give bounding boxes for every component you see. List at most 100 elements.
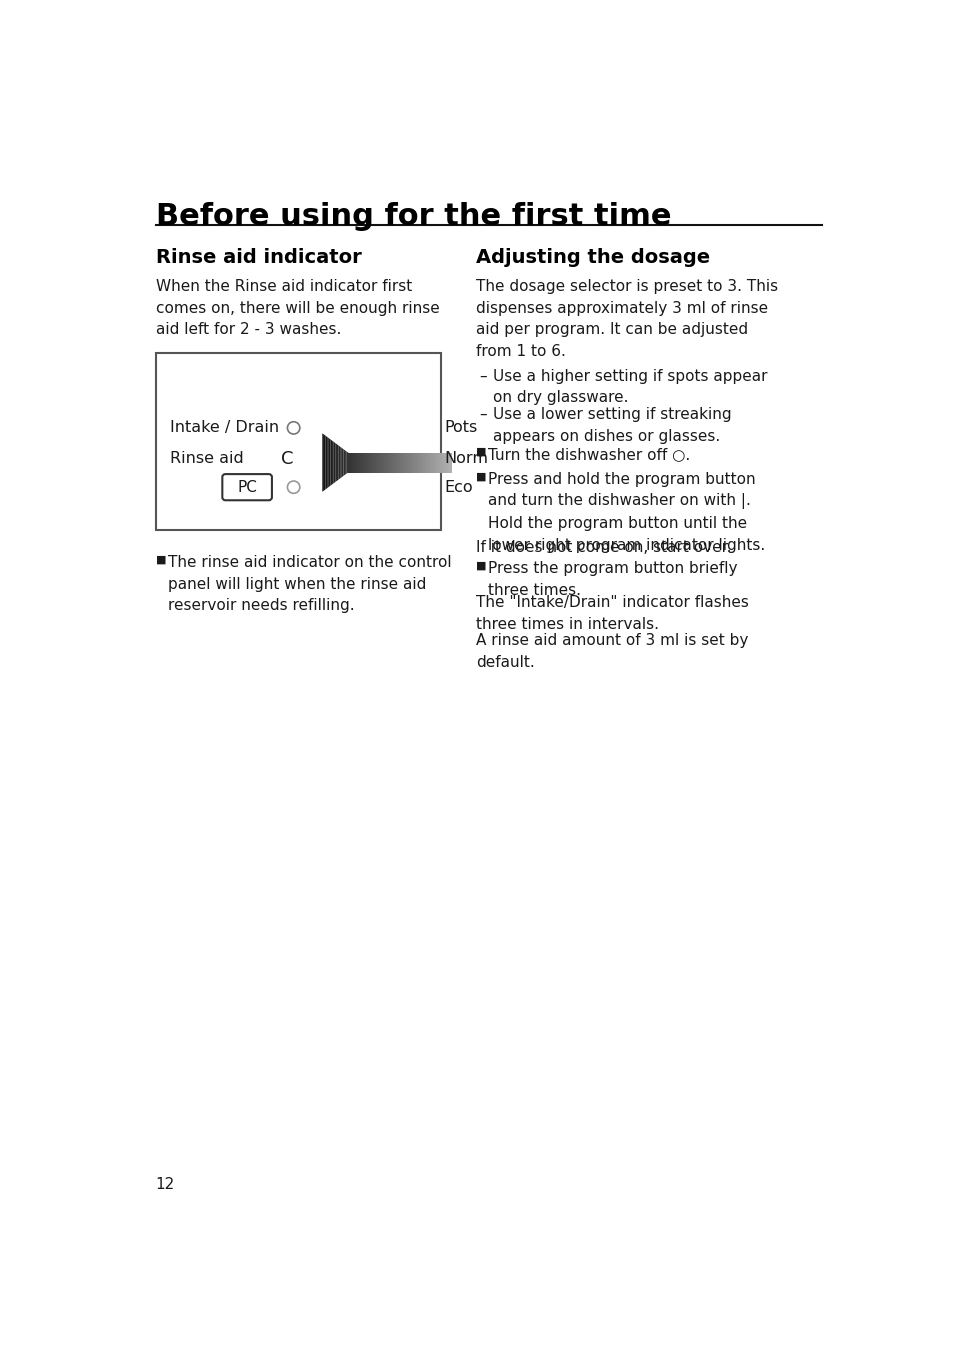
- Polygon shape: [368, 453, 369, 473]
- Polygon shape: [440, 453, 442, 473]
- Polygon shape: [356, 453, 357, 473]
- Polygon shape: [436, 453, 437, 473]
- Text: PC: PC: [237, 480, 256, 495]
- Polygon shape: [419, 453, 421, 473]
- Polygon shape: [348, 453, 350, 473]
- Text: Rinse aid indicator: Rinse aid indicator: [155, 249, 361, 268]
- Text: Rinse aid: Rinse aid: [170, 452, 243, 466]
- Polygon shape: [355, 453, 356, 473]
- Polygon shape: [451, 453, 452, 473]
- Polygon shape: [364, 453, 366, 473]
- Text: Turn the dishwasher off ○.: Turn the dishwasher off ○.: [488, 448, 690, 462]
- Polygon shape: [350, 453, 352, 473]
- Text: A rinse aid amount of 3 ml is set by
default.: A rinse aid amount of 3 ml is set by def…: [476, 634, 747, 671]
- Text: When the Rinse aid indicator first
comes on, there will be enough rinse
aid left: When the Rinse aid indicator first comes…: [155, 280, 439, 338]
- FancyBboxPatch shape: [222, 475, 272, 500]
- Polygon shape: [341, 448, 343, 477]
- Polygon shape: [359, 453, 361, 473]
- Text: ■: ■: [476, 561, 486, 571]
- Text: Adjusting the dosage: Adjusting the dosage: [476, 249, 709, 268]
- Polygon shape: [447, 453, 449, 473]
- Polygon shape: [389, 453, 390, 473]
- Text: Intake / Drain: Intake / Drain: [170, 420, 278, 435]
- Polygon shape: [423, 453, 424, 473]
- Polygon shape: [374, 453, 375, 473]
- Polygon shape: [343, 449, 345, 476]
- Polygon shape: [433, 453, 435, 473]
- Polygon shape: [401, 453, 403, 473]
- Polygon shape: [322, 433, 324, 492]
- Polygon shape: [353, 453, 355, 473]
- Text: The dosage selector is preset to 3. This
dispenses approximately 3 ml of rinse
a: The dosage selector is preset to 3. This…: [476, 280, 777, 360]
- Text: ■: ■: [155, 554, 166, 565]
- Text: Use a lower setting if streaking
appears on dishes or glasses.: Use a lower setting if streaking appears…: [493, 407, 731, 443]
- Polygon shape: [435, 453, 436, 473]
- Polygon shape: [442, 453, 444, 473]
- Polygon shape: [332, 441, 334, 484]
- Text: Pots: Pots: [444, 420, 477, 435]
- Polygon shape: [439, 453, 440, 473]
- Bar: [155, 353, 440, 530]
- Text: The rinse aid indicator on the control
panel will light when the rinse aid
reser: The rinse aid indicator on the control p…: [168, 554, 451, 614]
- Text: The "Intake/Drain" indicator flashes
three times in intervals.: The "Intake/Drain" indicator flashes thr…: [476, 595, 748, 631]
- Polygon shape: [421, 453, 423, 473]
- Polygon shape: [410, 453, 412, 473]
- Polygon shape: [345, 450, 346, 475]
- Polygon shape: [416, 453, 417, 473]
- Polygon shape: [336, 445, 338, 481]
- Text: ■: ■: [476, 448, 486, 457]
- Text: Eco: Eco: [444, 480, 473, 495]
- Polygon shape: [377, 453, 379, 473]
- Polygon shape: [334, 442, 335, 483]
- Polygon shape: [385, 453, 387, 473]
- Text: Before using for the first time: Before using for the first time: [155, 203, 671, 231]
- Polygon shape: [338, 446, 340, 480]
- Text: –: –: [478, 407, 486, 422]
- Polygon shape: [431, 453, 433, 473]
- Polygon shape: [412, 453, 413, 473]
- Polygon shape: [405, 453, 407, 473]
- Polygon shape: [384, 453, 385, 473]
- Polygon shape: [437, 453, 439, 473]
- Polygon shape: [379, 453, 380, 473]
- Polygon shape: [415, 453, 416, 473]
- Polygon shape: [444, 453, 445, 473]
- Polygon shape: [398, 453, 400, 473]
- Polygon shape: [352, 453, 353, 473]
- Polygon shape: [396, 453, 398, 473]
- Polygon shape: [380, 453, 382, 473]
- Text: Norm: Norm: [444, 452, 488, 466]
- Polygon shape: [329, 438, 330, 487]
- Polygon shape: [330, 439, 332, 485]
- Polygon shape: [426, 453, 428, 473]
- Polygon shape: [400, 453, 401, 473]
- Polygon shape: [357, 453, 359, 473]
- Polygon shape: [407, 453, 408, 473]
- Polygon shape: [361, 453, 362, 473]
- Polygon shape: [424, 453, 426, 473]
- Polygon shape: [394, 453, 395, 473]
- Text: Press the program button briefly
three times.: Press the program button briefly three t…: [488, 561, 737, 598]
- Text: Press and hold the program button
and turn the dishwasher on with |.
Hold the pr: Press and hold the program button and tu…: [488, 472, 764, 553]
- Polygon shape: [428, 453, 429, 473]
- Polygon shape: [390, 453, 392, 473]
- Polygon shape: [373, 453, 374, 473]
- Polygon shape: [445, 453, 447, 473]
- Polygon shape: [369, 453, 371, 473]
- Polygon shape: [382, 453, 384, 473]
- Polygon shape: [335, 443, 336, 483]
- Polygon shape: [362, 453, 364, 473]
- Polygon shape: [449, 453, 451, 473]
- Polygon shape: [371, 453, 373, 473]
- Polygon shape: [403, 453, 405, 473]
- Polygon shape: [340, 446, 341, 479]
- Polygon shape: [429, 453, 431, 473]
- Text: –: –: [478, 369, 486, 384]
- Text: If it does not come on, start over.: If it does not come on, start over.: [476, 539, 731, 554]
- Polygon shape: [408, 453, 410, 473]
- Polygon shape: [325, 435, 327, 489]
- Text: ■: ■: [476, 472, 486, 481]
- Text: C: C: [281, 450, 294, 468]
- Polygon shape: [395, 453, 396, 473]
- Polygon shape: [392, 453, 394, 473]
